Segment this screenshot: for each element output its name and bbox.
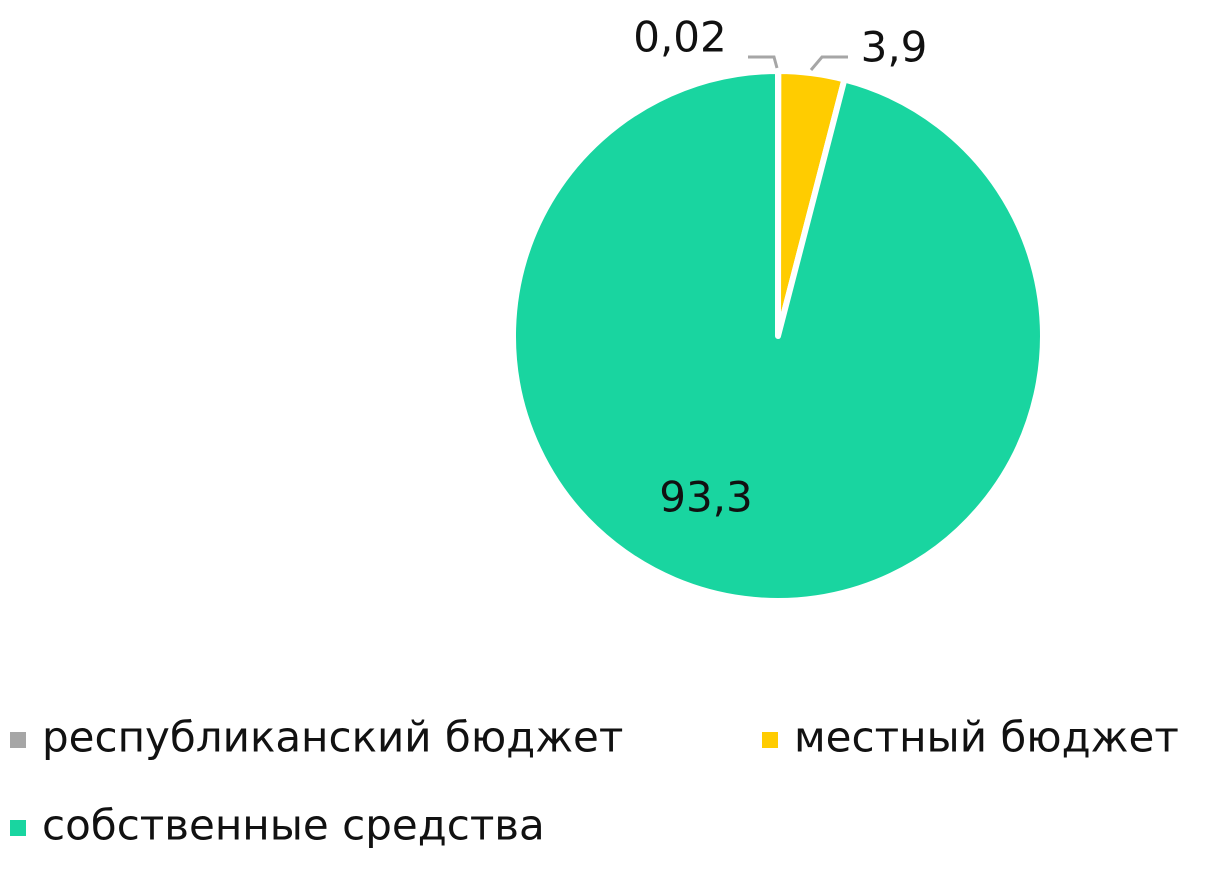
data-labels: 0,02 3,9 93,3 [633, 13, 927, 522]
data-label-собственные-средства: 93,3 [659, 473, 753, 522]
data-label-республиканский-бюджет: 0,02 [633, 13, 727, 62]
legend: республиканский бюджет местный бюджет собс… [10, 713, 1179, 850]
leader-lines [748, 55, 848, 71]
legend-label-собственные-средства: собственные средства [42, 801, 545, 850]
legend-label-местный-бюджет: местный бюджет [794, 713, 1179, 762]
legend-swatch-республиканский-бюджет [10, 732, 26, 748]
legend-label-республиканский-бюджет: республиканский бюджет [42, 713, 623, 762]
legend-swatch-собственные-средства [10, 820, 26, 836]
leader-line-республиканский-бюджет [748, 55, 779, 69]
leader-line-местный-бюджет [809, 55, 848, 71]
pie-slice-собственные-средства [510, 68, 1046, 604]
data-label-местный-бюджет: 3,9 [861, 23, 928, 72]
legend-swatch-местный-бюджет [762, 732, 778, 748]
pie-slices [510, 67, 1046, 604]
